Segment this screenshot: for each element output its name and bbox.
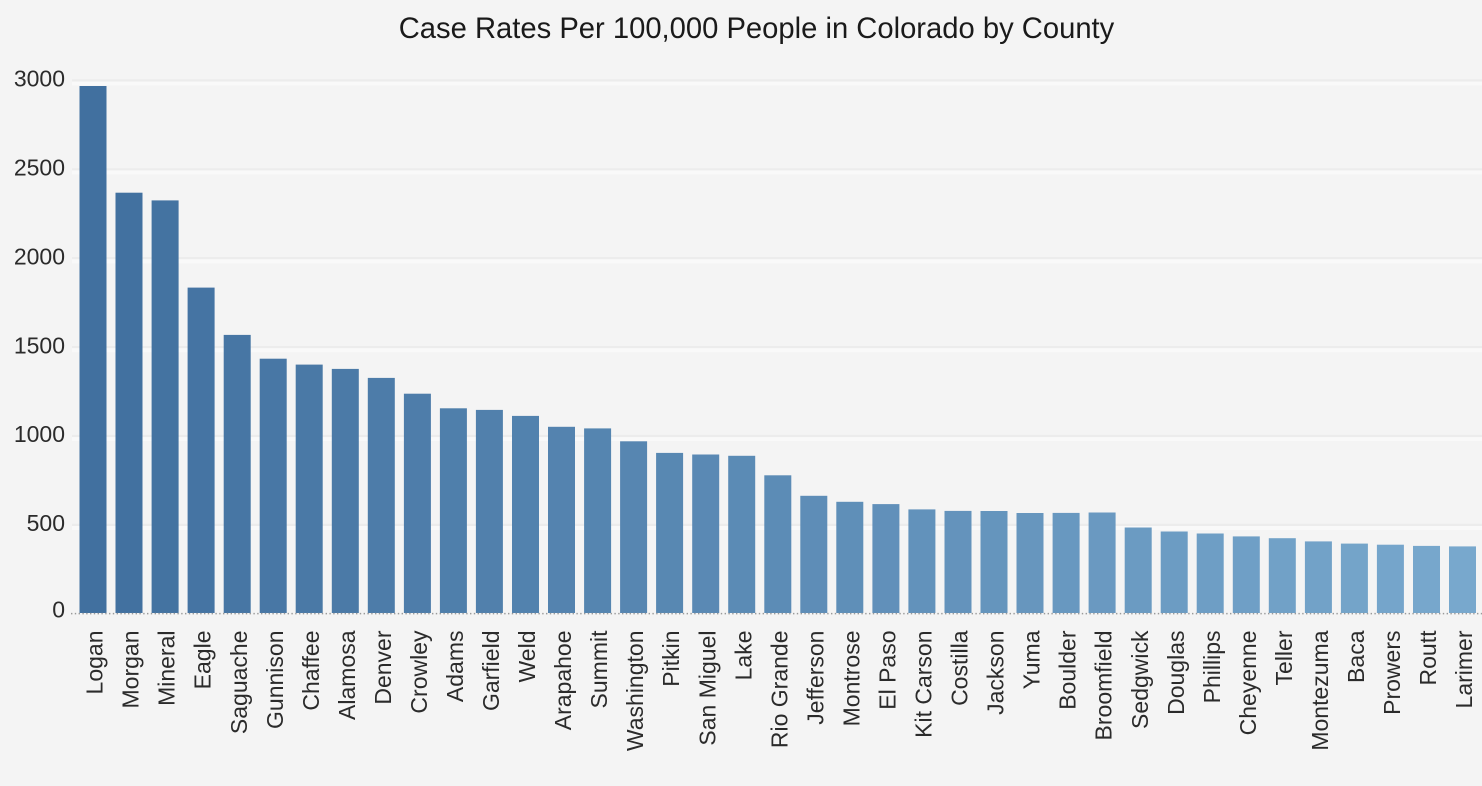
svg-text:Pitkin: Pitkin [658,631,684,687]
svg-text:Adams: Adams [442,631,468,703]
svg-text:Montrose: Montrose [838,631,864,727]
svg-text:Crowley: Crowley [406,630,432,714]
svg-text:Mineral: Mineral [154,631,180,706]
svg-text:Prowers: Prowers [1379,631,1405,715]
svg-text:Weld: Weld [514,631,540,683]
svg-text:El Paso: El Paso [875,631,901,710]
svg-text:Eagle: Eagle [190,631,216,690]
svg-text:Alamosa: Alamosa [334,630,360,720]
svg-text:Summit: Summit [586,630,612,709]
svg-text:Douglas: Douglas [1163,631,1189,715]
svg-text:Teller: Teller [1271,630,1297,685]
svg-text:Boulder: Boulder [1055,630,1081,710]
svg-text:Montezuma: Montezuma [1307,630,1333,750]
svg-text:2500: 2500 [14,155,65,181]
svg-text:1500: 1500 [14,332,65,358]
svg-text:Arapahoe: Arapahoe [550,631,576,731]
svg-text:Saguache: Saguache [226,631,252,735]
svg-text:500: 500 [27,510,65,536]
svg-text:Phillips: Phillips [1199,631,1225,704]
svg-text:Yuma: Yuma [1019,630,1045,689]
svg-text:Sedgwick: Sedgwick [1127,630,1153,729]
svg-text:Gunnison: Gunnison [262,631,288,729]
svg-text:Larimer: Larimer [1451,630,1477,708]
svg-text:San Miguel: San Miguel [694,631,720,746]
svg-text:2000: 2000 [14,243,65,269]
svg-text:0: 0 [52,597,65,623]
svg-text:Cheyenne: Cheyenne [1235,631,1261,736]
svg-text:Baca: Baca [1343,630,1369,683]
svg-text:Logan: Logan [82,631,108,695]
svg-text:Routt: Routt [1415,630,1441,686]
svg-text:Rio Grande: Rio Grande [766,631,792,749]
svg-text:Morgan: Morgan [118,631,144,709]
svg-text:Denver: Denver [370,630,396,704]
svg-text:Garfield: Garfield [478,631,504,712]
svg-text:Lake: Lake [730,631,756,681]
svg-text:Jefferson: Jefferson [802,631,828,725]
svg-text:Case Rates Per 100,000 People: Case Rates Per 100,000 People in Colorad… [399,13,1115,45]
svg-text:Kit Carson: Kit Carson [911,631,937,738]
svg-text:Jackson: Jackson [983,631,1009,715]
svg-text:Costilla: Costilla [947,630,973,706]
svg-text:3000: 3000 [14,66,65,92]
svg-text:1000: 1000 [14,421,65,447]
svg-text:Broomfield: Broomfield [1091,631,1117,741]
svg-text:Chaffee: Chaffee [298,631,324,711]
svg-text:Washington: Washington [622,631,648,752]
